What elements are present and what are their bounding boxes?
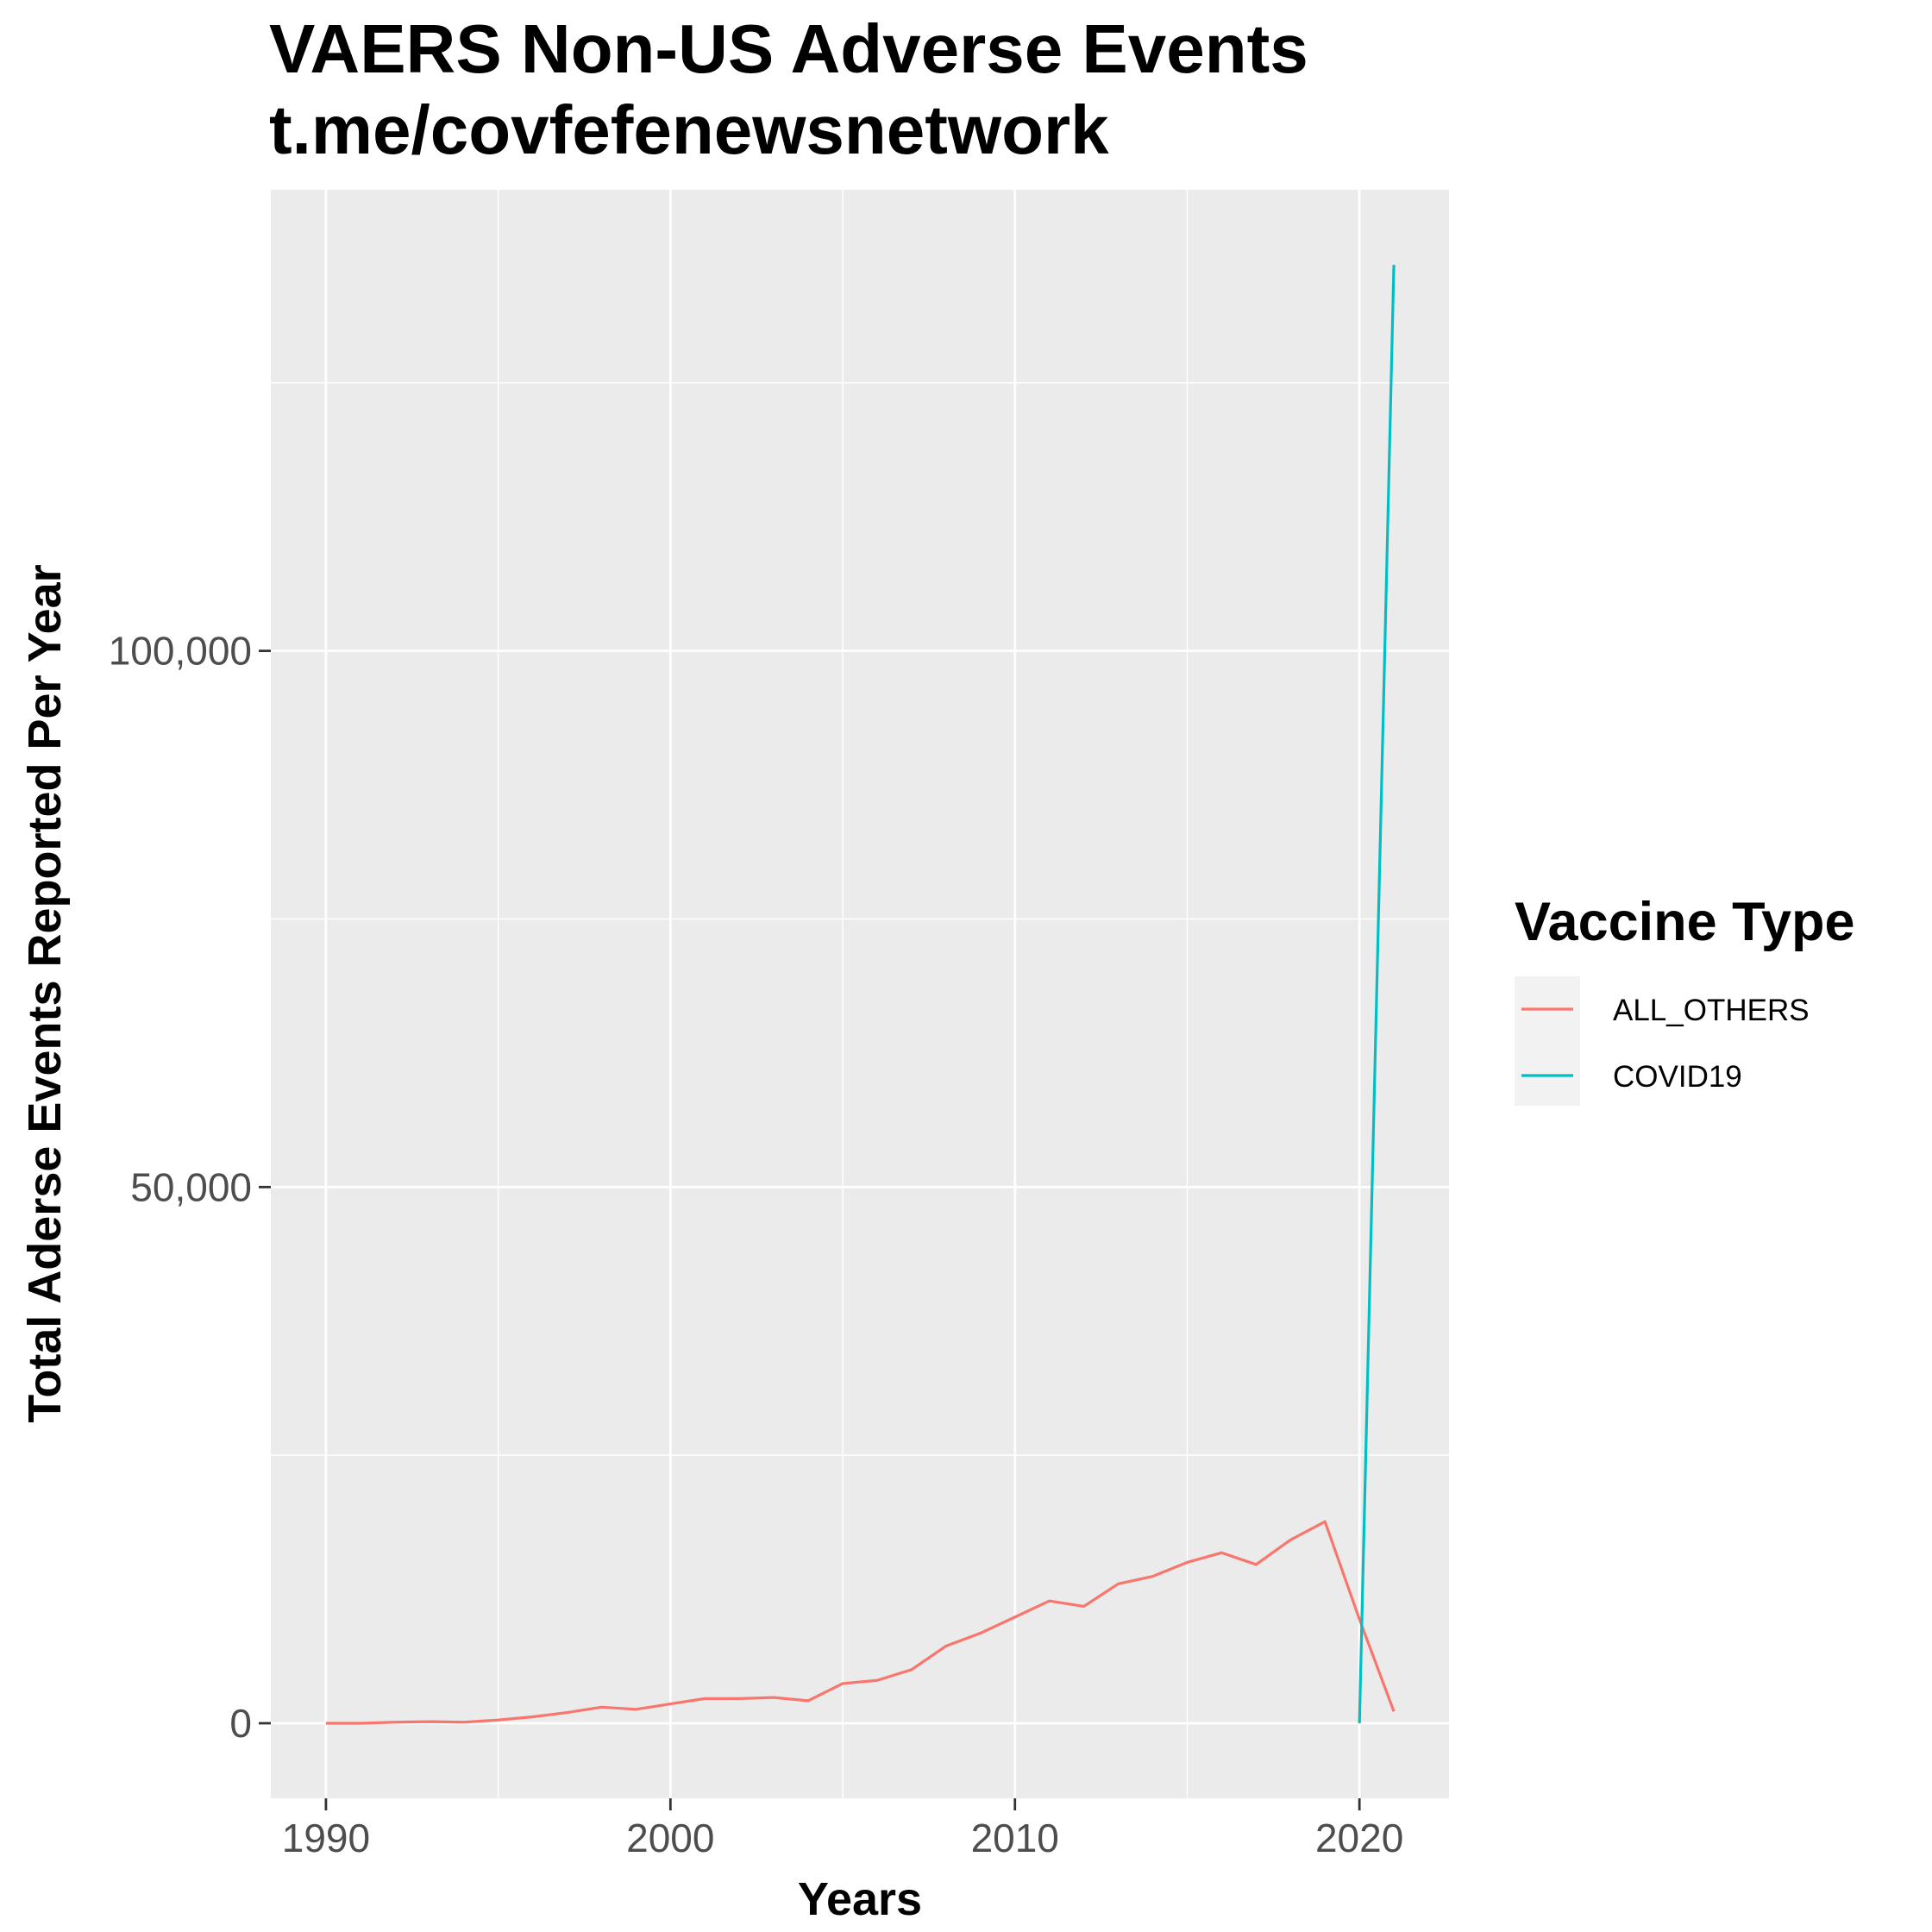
legend-title: Vaccine Type [1515,892,1855,952]
series-line-all-others [325,1520,1396,1725]
legend-key-background [1515,976,1580,1106]
legend-label-covid19: COVID19 [1613,1060,1742,1094]
y-tick-label: 50,000 [130,1164,252,1209]
x-tick-label: 2010 [971,1816,1059,1860]
y-axis: 0 50,000 100,000 [109,629,271,1746]
minor-gridlines [271,190,1449,1798]
series-line-covid19 [1358,264,1396,1724]
y-axis-title: Total Aderse Events Reported Per Year [19,564,71,1422]
legend: Vaccine Type ALL_OTHERS COVID19 [1515,892,1855,1106]
chart-title: VAERS Non-US Adverse Events [269,10,1308,87]
y-tick-label: 0 [229,1701,252,1746]
x-tick-label: 2020 [1315,1816,1403,1860]
y-tick-label: 100,000 [109,629,252,674]
x-tick-label: 2000 [626,1816,714,1860]
legend-label-all-others: ALL_OTHERS [1613,994,1810,1027]
plot-panel [271,190,1449,1798]
x-axis: 1990 2000 2010 2020 [282,1798,1403,1860]
series-layer [325,264,1396,1725]
x-axis-title: Years [798,1873,922,1925]
chart-subtitle: t.me/covfefenewsnetwork [269,91,1109,168]
x-tick-label: 1990 [282,1816,370,1860]
